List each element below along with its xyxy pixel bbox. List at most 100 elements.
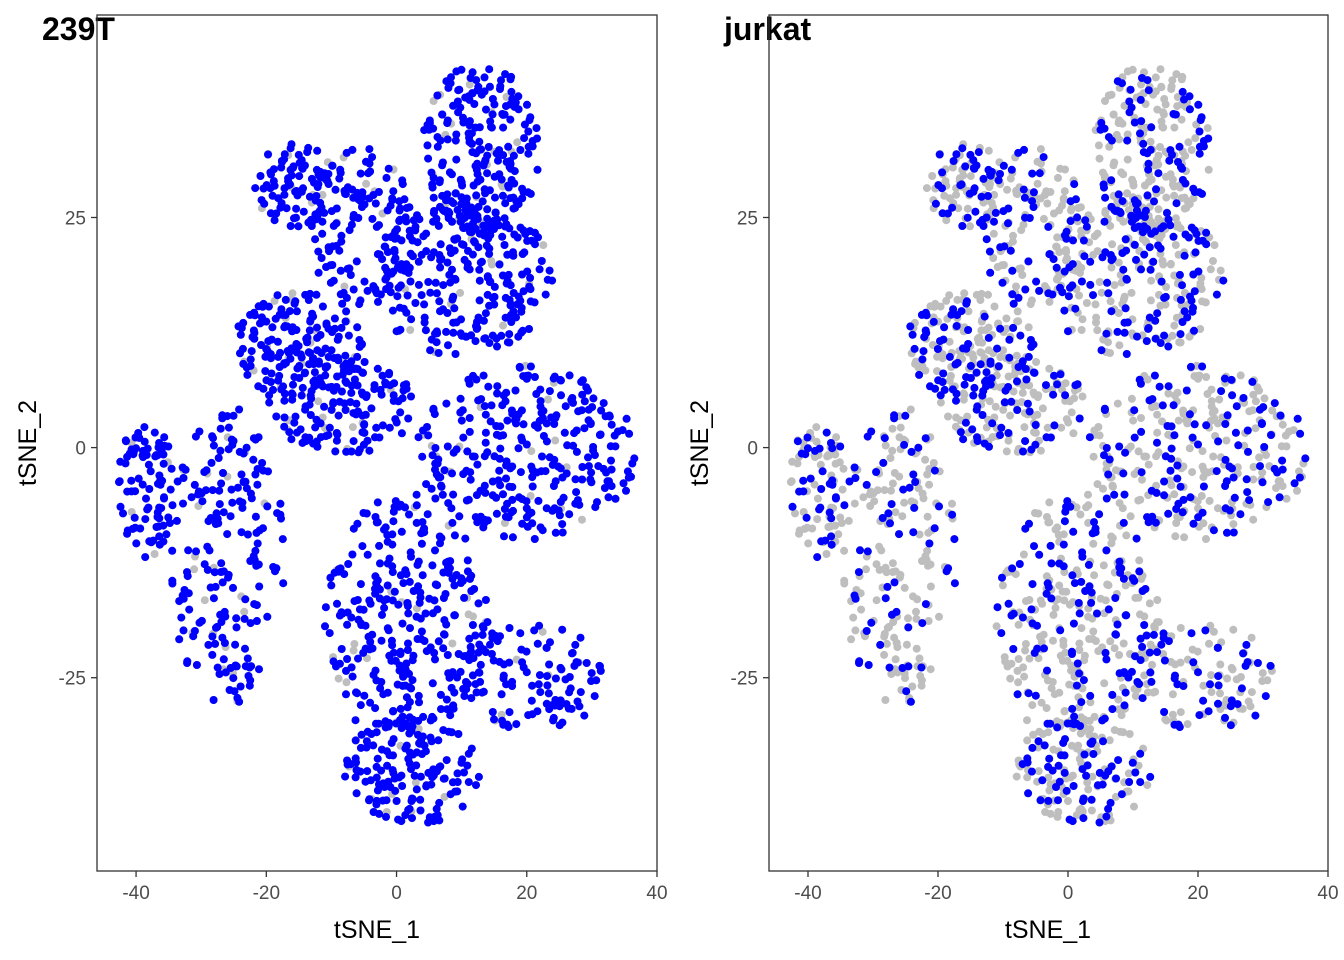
highlight-point — [463, 556, 472, 565]
highlight-point — [365, 796, 373, 805]
background-point — [1082, 299, 1091, 307]
highlight-point — [541, 290, 550, 299]
highlight-point — [565, 510, 574, 519]
highlight-point — [481, 428, 490, 437]
highlight-point — [216, 424, 225, 433]
highlight-point — [255, 665, 263, 674]
highlight-point — [143, 444, 152, 453]
highlight-point — [486, 277, 495, 286]
background-point — [1115, 116, 1124, 125]
highlight-point — [580, 424, 589, 433]
background-point — [411, 778, 420, 787]
highlight-point — [285, 307, 294, 316]
highlight-point — [508, 95, 517, 104]
highlight-point — [299, 207, 308, 216]
highlight-point — [453, 234, 462, 243]
highlight-point — [134, 429, 143, 437]
highlight-point — [388, 568, 397, 577]
highlight-point — [590, 451, 599, 460]
background-point — [497, 710, 506, 719]
highlight-point — [428, 180, 437, 189]
background-point — [1107, 263, 1116, 272]
highlight-point — [434, 736, 443, 745]
highlight-point — [350, 375, 359, 384]
highlight-point — [412, 518, 421, 527]
highlight-point — [396, 325, 405, 334]
highlight-point — [379, 690, 388, 699]
highlight-point — [476, 258, 485, 267]
highlight-point — [204, 517, 213, 526]
background-point — [964, 307, 973, 316]
highlight-point — [628, 459, 637, 468]
highlight-point — [144, 460, 153, 469]
highlight-point — [420, 318, 429, 327]
highlight-point — [152, 523, 161, 531]
background-point — [1123, 189, 1132, 198]
highlight-point — [502, 388, 511, 397]
highlight-point — [304, 296, 313, 304]
highlight-point — [418, 571, 427, 580]
background-point — [1197, 285, 1206, 294]
highlight-point — [390, 587, 399, 596]
highlight-point — [383, 761, 392, 770]
highlight-point — [243, 530, 252, 539]
highlight-point — [490, 216, 498, 225]
highlight-point — [605, 412, 614, 421]
highlight-point — [472, 165, 481, 174]
highlight-point — [356, 580, 365, 589]
highlight-point — [509, 193, 518, 202]
highlight-point — [369, 282, 378, 291]
background-point — [1157, 117, 1166, 126]
highlight-point — [504, 270, 513, 279]
highlight-point — [337, 387, 346, 396]
background-point — [1173, 93, 1182, 101]
background-point — [1062, 248, 1071, 257]
background-point — [1108, 240, 1117, 249]
highlight-point — [622, 414, 631, 423]
highlight-point — [392, 797, 401, 805]
background-point — [1052, 242, 1061, 251]
highlight-point — [389, 707, 397, 716]
highlight-point — [146, 467, 155, 476]
background-point — [1106, 221, 1115, 230]
highlight-point — [423, 141, 432, 150]
background-point — [1013, 307, 1022, 316]
highlight-point — [373, 518, 382, 527]
highlight-point — [308, 309, 317, 318]
highlight-point — [526, 362, 535, 371]
background-point — [1017, 226, 1026, 235]
highlight-point — [190, 480, 199, 489]
highlight-point — [507, 87, 516, 96]
highlight-point — [449, 292, 458, 301]
background-point — [1078, 315, 1087, 324]
highlight-point — [499, 490, 507, 499]
highlight-point — [342, 666, 350, 675]
highlight-point — [335, 246, 344, 255]
highlight-point — [341, 772, 350, 781]
highlight-point — [417, 291, 426, 300]
highlight-point — [328, 328, 337, 336]
highlight-point — [513, 233, 522, 242]
highlight-point — [227, 435, 236, 444]
highlight-point — [487, 401, 496, 410]
highlight-point — [431, 494, 440, 503]
highlight-point — [277, 385, 286, 394]
highlight-point — [398, 180, 407, 189]
highlight-point — [388, 540, 397, 549]
highlight-point — [453, 97, 462, 106]
background-point — [1099, 335, 1108, 344]
highlight-point — [375, 221, 383, 230]
background-point — [578, 515, 586, 524]
highlight-point — [246, 619, 255, 628]
highlight-point — [235, 405, 244, 414]
highlight-point — [483, 214, 492, 223]
highlight-point — [332, 429, 341, 437]
highlight-point — [360, 691, 369, 700]
highlight-point — [355, 445, 364, 454]
highlight-point — [447, 170, 456, 179]
highlight-point — [329, 276, 338, 285]
background-point — [1115, 135, 1124, 144]
highlight-point — [470, 452, 479, 461]
highlight-point — [256, 319, 264, 328]
highlight-point — [518, 436, 527, 445]
